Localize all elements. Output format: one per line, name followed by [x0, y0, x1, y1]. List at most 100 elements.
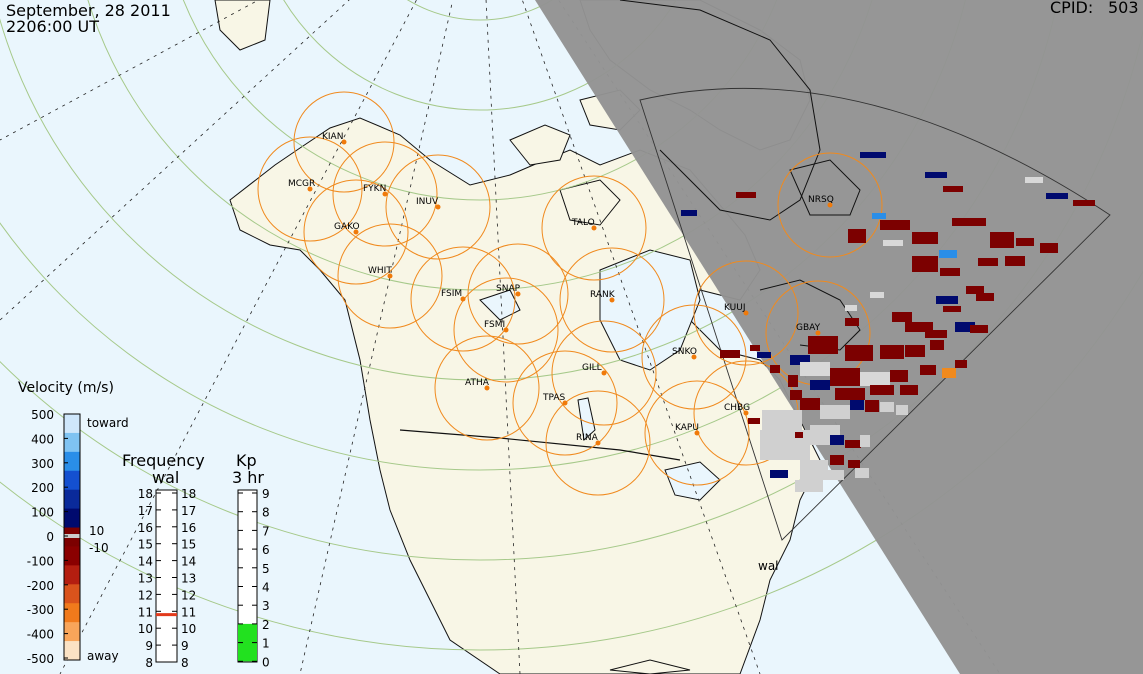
frequency-tick-label-right: 10 [181, 622, 196, 636]
station-label-fykn: FYKN [363, 184, 386, 194]
velocity-cell [800, 398, 820, 410]
frequency-tick-label-right: 12 [181, 588, 196, 602]
velocity-cell [681, 210, 697, 216]
kp-tick-label: 0 [262, 655, 270, 669]
velocity-tick-label: 0 [46, 530, 54, 544]
velocity-cell [1016, 238, 1034, 246]
velocity-mid-lower: -10 [89, 541, 109, 555]
kp-tick-label: 7 [262, 524, 270, 538]
velocity-cell [790, 390, 802, 400]
fov-circle-mcgr [257, 136, 363, 242]
velocity-cell [810, 380, 830, 390]
station-label-kapu: KAPU [675, 423, 699, 433]
velocity-tick-label: 200 [31, 481, 54, 495]
velocity-cell [905, 345, 925, 357]
station-label-rina: RINA [576, 433, 599, 443]
velocity-cell [865, 400, 879, 412]
velocity-cell [848, 460, 860, 468]
frequency-legend: Frequency wal 18 18 17 17 16 16 15 15 14 14 13 13 12… [122, 451, 205, 670]
station-dot-nrsq [827, 202, 833, 208]
frequency-box [155, 489, 178, 663]
frequency-tick-label-left: 10 [138, 622, 153, 636]
kp-fill [238, 623, 257, 662]
velocity-cell [845, 345, 873, 361]
fov-circle-tpas [512, 350, 618, 456]
station-label-inuv: INUV [416, 197, 439, 207]
velocity-cell [1025, 177, 1043, 183]
frequency-tick-label-left: 11 [138, 605, 153, 619]
station-dot-kapu [694, 430, 700, 436]
frequency-tick-label-right: 13 [181, 572, 196, 586]
velocity-cell [955, 360, 967, 368]
fov-circle-kuuj [693, 260, 799, 366]
velocity-cell [845, 305, 857, 311]
station-dot-atha [484, 385, 490, 391]
velocity-zero-band [64, 534, 80, 538]
velocity-cell [770, 470, 788, 478]
velocity-cell [1040, 243, 1058, 253]
fov-circle-gill [551, 320, 657, 426]
velocity-cell [952, 218, 986, 226]
velocity-cell [978, 258, 998, 266]
velocity-cell [830, 435, 844, 445]
station-dot-rank [609, 297, 615, 303]
velocity-cell [942, 368, 956, 378]
velocity-cell [925, 172, 947, 178]
station-label-whit: WHIT [368, 266, 392, 276]
velocity-cell [757, 352, 771, 358]
cuba-region [609, 659, 691, 674]
kp-tick-label: 3 [262, 599, 270, 613]
fov-circle-whit [337, 223, 443, 329]
velocity-color-step [64, 584, 80, 604]
kp-box [237, 489, 258, 663]
velocity-cell [850, 400, 864, 410]
velocity-cell [855, 468, 869, 478]
frequency-tick-label-left: 12 [138, 588, 153, 602]
velocity-tick-label: 400 [31, 432, 54, 446]
velocity-cell [1005, 256, 1025, 266]
velocity-color-step [64, 432, 80, 453]
velocity-cell [880, 402, 894, 412]
velocity-cell [890, 370, 908, 382]
velocity-cell [826, 470, 844, 480]
date-label: September, 28 2011 [6, 1, 171, 20]
velocity-cell [912, 232, 938, 244]
station-label-snko: SNKO [672, 347, 697, 357]
velocity-cell [896, 405, 908, 415]
frequency-tick-label-left: 17 [138, 504, 153, 518]
frequency-tick-label-right: 16 [181, 521, 196, 535]
cpid-label: CPID: [1050, 0, 1094, 17]
velocity-tick-label: -400 [27, 628, 54, 642]
velocity-cell [860, 372, 890, 386]
fov-circle-talo [541, 175, 647, 281]
frequency-tick-label-left: 13 [138, 572, 153, 586]
arctic-island-1 [509, 124, 571, 166]
kp-legend: Kp 3 hr 9 8 7 6 5 4 3 2 1 0 [232, 451, 270, 669]
frequency-title: Frequency [122, 451, 205, 470]
station-label-fsim: FSIM [441, 289, 462, 299]
velocity-ticks: 500 400 300 200 100 0 -100 -200 -300 -400 -500 [27, 408, 68, 666]
velocity-cell [736, 192, 756, 198]
velocity-cell [870, 292, 884, 298]
frequency-tick-label-left: 15 [138, 538, 153, 552]
velocity-cell [720, 350, 740, 358]
velocity-tick-label: -100 [27, 554, 54, 568]
velocity-toward-label: toward [87, 416, 129, 430]
velocity-away-label: away [87, 649, 119, 663]
velocity-tick-label: 100 [31, 506, 54, 520]
kp-tick-label: 9 [262, 487, 270, 501]
station-dot-whit [387, 273, 393, 279]
velocity-cell [943, 186, 963, 192]
station-dot-rina [595, 440, 601, 446]
kp-tick-label: 2 [262, 618, 270, 632]
great-lakes [664, 461, 721, 501]
frequency-tick-label-left: 8 [145, 656, 153, 670]
velocity-cell [860, 152, 886, 158]
fov-circle-rina [545, 390, 651, 496]
station-dot-inuv [435, 204, 441, 210]
velocity-cell [795, 432, 803, 438]
frequency-tick-label-right: 17 [181, 504, 196, 518]
arctic-island-3 [559, 179, 621, 226]
velocity-cell [936, 296, 958, 304]
